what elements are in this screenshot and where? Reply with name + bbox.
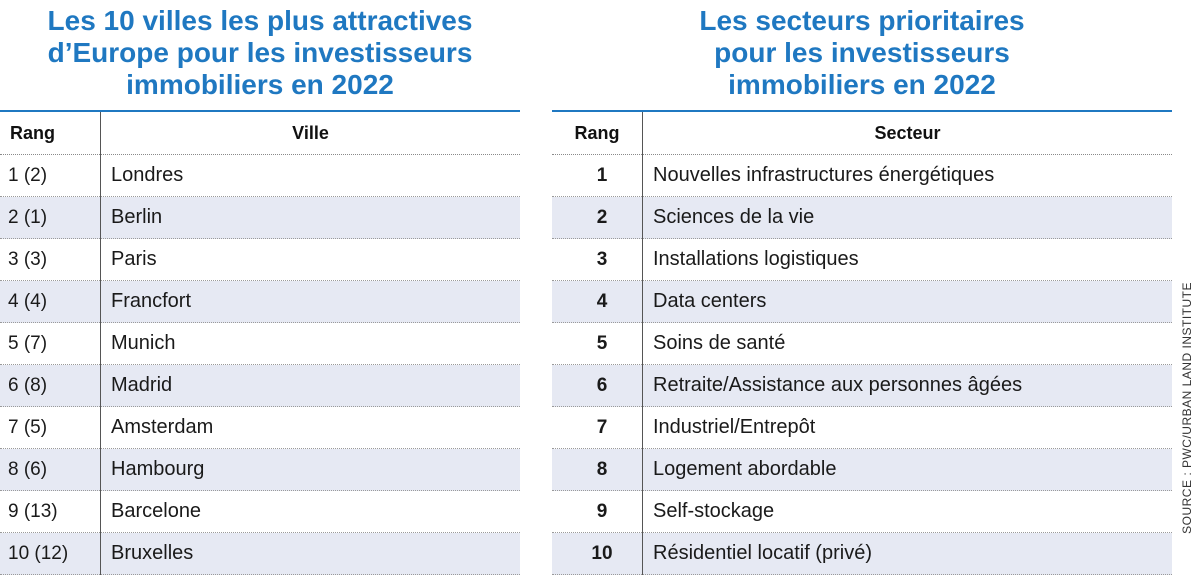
city-cell: Amsterdam [100, 406, 520, 449]
city-cell: Barcelone [100, 490, 520, 533]
rank-cell: 10 (12) [0, 532, 101, 575]
sector-cell: Installations logistiques [642, 238, 1172, 281]
rank-cell: 9 [552, 490, 643, 533]
cities-panel: Les 10 villes les plus attractives d’Eur… [0, 0, 520, 575]
rank-cell: 4 (4) [0, 280, 101, 323]
table-row: 10 Résidentiel locatif (privé) [552, 532, 1172, 575]
cities-title-line: Les 10 villes les plus attractives [47, 5, 473, 36]
table-row: 1 (2) Londres [0, 154, 520, 197]
rank-cell: 5 [552, 322, 643, 365]
table-row: 10 (12) Bruxelles [0, 532, 520, 575]
rank-cell: 4 [552, 280, 643, 323]
sectors-panel: Les secteurs prioritaires pour les inves… [552, 0, 1172, 575]
rank-cell: 5 (7) [0, 322, 101, 365]
city-cell: Paris [100, 238, 520, 281]
sectors-header-row: Rang Secteur [552, 112, 1172, 155]
cities-header-row: Rang Ville [0, 112, 520, 155]
cities-title-line: immobiliers en 2022 [126, 69, 394, 100]
sector-cell: Soins de santé [642, 322, 1172, 365]
city-cell: Madrid [100, 364, 520, 407]
sector-cell: Logement abordable [642, 448, 1172, 491]
city-cell: Bruxelles [100, 532, 520, 575]
rank-cell: 7 [552, 406, 643, 449]
sector-cell: Data centers [642, 280, 1172, 323]
rank-cell: 1 [552, 154, 643, 197]
table-row: 5 (7) Munich [0, 322, 520, 365]
rank-cell: 7 (5) [0, 406, 101, 449]
cities-title-rule [0, 110, 520, 112]
table-row: 7 Industriel/Entrepôt [552, 406, 1172, 449]
table-row: 2 (1) Berlin [0, 196, 520, 239]
table-row: 5 Soins de santé [552, 322, 1172, 365]
rank-column-header: Rang [552, 112, 643, 155]
city-cell: Francfort [100, 280, 520, 323]
sector-cell: Nouvelles infrastructures énergétiques [642, 154, 1172, 197]
sector-cell: Sciences de la vie [642, 196, 1172, 239]
sectors-title-line: pour les investisseurs [714, 37, 1010, 68]
rank-cell: 10 [552, 532, 643, 575]
city-cell: Munich [100, 322, 520, 365]
sector-cell: Résidentiel locatif (privé) [642, 532, 1172, 575]
rank-cell: 8 [552, 448, 643, 491]
table-row: 9 Self-stockage [552, 490, 1172, 533]
table-row: 6 (8) Madrid [0, 364, 520, 407]
cities-title-line: d’Europe pour les investisseurs [47, 37, 473, 68]
city-column-header: Ville [100, 112, 520, 155]
sector-cell: Industriel/Entrepôt [642, 406, 1172, 449]
table-row: 4 Data centers [552, 280, 1172, 323]
rank-cell: 3 [552, 238, 643, 281]
sector-cell: Retraite/Assistance aux personnes âgées [642, 364, 1172, 407]
rank-column-header: Rang [0, 112, 101, 155]
sectors-title-line: Les secteurs prioritaires [699, 5, 1025, 36]
cities-table: Rang Ville 1 (2) Londres 2 (1) Berlin 3 … [0, 112, 520, 575]
table-row: 9 (13) Barcelone [0, 490, 520, 533]
city-cell: Berlin [100, 196, 520, 239]
city-cell: Hambourg [100, 448, 520, 491]
table-row: 8 (6) Hambourg [0, 448, 520, 491]
source-credit: SOURCE : PWC/URBAN LAND INSTITUTE [1180, 282, 1194, 534]
rank-cell: 8 (6) [0, 448, 101, 491]
rank-cell: 6 (8) [0, 364, 101, 407]
table-row: 3 Installations logistiques [552, 238, 1172, 281]
table-row: 7 (5) Amsterdam [0, 406, 520, 449]
sector-cell: Self-stockage [642, 490, 1172, 533]
table-row: 1 Nouvelles infrastructures énergétiques [552, 154, 1172, 197]
table-row: 8 Logement abordable [552, 448, 1172, 491]
sectors-table: Rang Secteur 1 Nouvelles infrastructures… [552, 112, 1172, 575]
rank-cell: 2 [552, 196, 643, 239]
table-row: 6 Retraite/Assistance aux personnes âgée… [552, 364, 1172, 407]
city-cell: Londres [100, 154, 520, 197]
sectors-title-rule [552, 110, 1172, 112]
rank-cell: 1 (2) [0, 154, 101, 197]
rank-cell: 9 (13) [0, 490, 101, 533]
sectors-title: Les secteurs prioritaires pour les inves… [552, 0, 1172, 110]
rank-cell: 6 [552, 364, 643, 407]
sector-column-header: Secteur [642, 112, 1172, 155]
rank-cell: 2 (1) [0, 196, 101, 239]
rank-cell: 3 (3) [0, 238, 101, 281]
cities-title: Les 10 villes les plus attractives d’Eur… [0, 0, 520, 110]
table-row: 4 (4) Francfort [0, 280, 520, 323]
table-row: 2 Sciences de la vie [552, 196, 1172, 239]
sectors-title-line: immobiliers en 2022 [728, 69, 996, 100]
table-row: 3 (3) Paris [0, 238, 520, 281]
